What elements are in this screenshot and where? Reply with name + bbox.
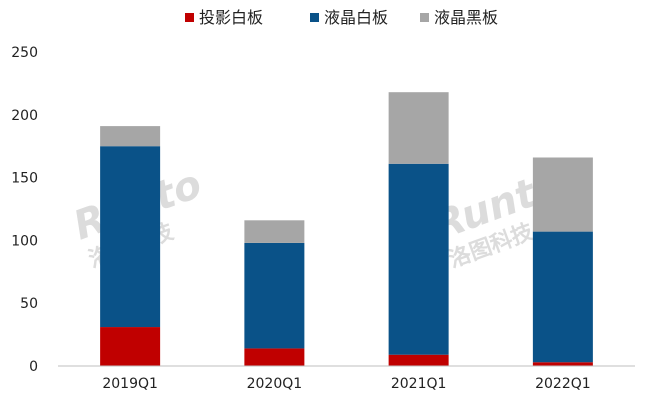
legend-label: 投影白板 (199, 8, 263, 27)
y-tick-label: 100 (11, 233, 38, 249)
bar-segment (244, 348, 305, 366)
legend-swatch (310, 13, 319, 22)
x-tick-label: 2022Q1 (535, 376, 591, 392)
legend-label: 液晶白板 (324, 8, 388, 27)
y-tick-label: 50 (20, 296, 38, 312)
y-tick-label: 150 (11, 171, 38, 187)
y-tick-label: 200 (11, 108, 38, 124)
legend: 投影白板 液晶白板 液晶黑板 (185, 8, 498, 27)
y-tick-label: 0 (29, 359, 38, 375)
y-tick-label: 250 (11, 45, 38, 61)
legend-label: 液晶黑板 (434, 8, 498, 27)
bar-segment (100, 327, 161, 366)
bar-segment (244, 220, 305, 243)
bar-segment (388, 163, 449, 355)
bars-layer (100, 92, 593, 366)
bar-segment (532, 362, 593, 366)
x-tick-label: 2021Q1 (391, 376, 447, 392)
legend-swatch (420, 13, 429, 22)
bar-segment (388, 92, 449, 164)
axes-layer: 0 50 100 150 200 250 2019Q1 2020Q1 2021Q1 2022Q1 (11, 45, 635, 392)
bar-segment (244, 242, 305, 349)
bar-segment (100, 126, 161, 147)
bar-segment (388, 354, 449, 366)
legend-swatch (185, 13, 194, 22)
bar-segment (532, 157, 593, 232)
bar-segment (100, 146, 161, 328)
x-tick-label: 2019Q1 (102, 376, 158, 392)
bar-segment (532, 231, 593, 363)
x-tick-label: 2020Q1 (247, 376, 303, 392)
